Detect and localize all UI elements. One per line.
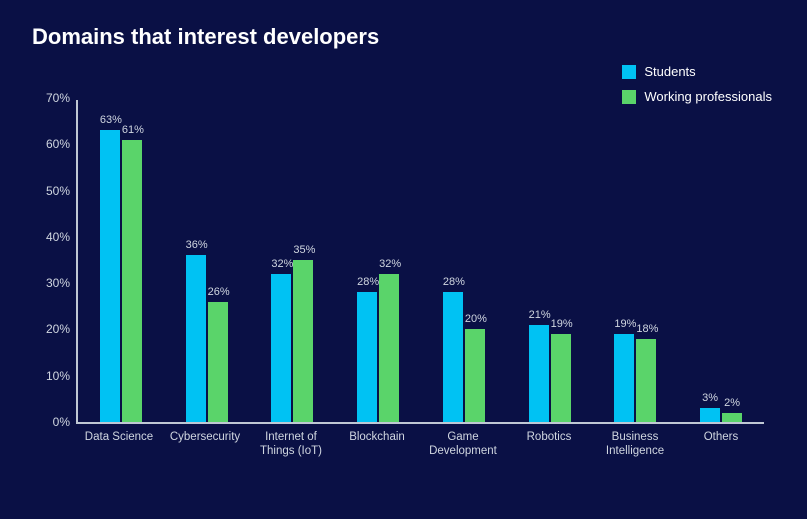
- bar-value-label: 19%: [551, 318, 571, 330]
- y-axis-tick-label: 50%: [34, 184, 70, 198]
- chart-area: StudentsWorking professionals 63%61%36%2…: [32, 64, 772, 494]
- bar-value-label: 2%: [722, 397, 742, 409]
- bar-value-label: 19%: [614, 318, 634, 330]
- chart-title: Domains that interest developers: [32, 24, 775, 50]
- bar: 3%: [700, 408, 720, 422]
- bar-group: 3%2%: [678, 100, 764, 422]
- bar-value-label: 28%: [357, 276, 377, 288]
- chart-container: Domains that interest developers Student…: [0, 0, 807, 519]
- bar: 20%: [465, 329, 485, 422]
- x-axis-category-label: Internet of Things (IoT): [248, 430, 334, 459]
- bar: 36%: [186, 255, 206, 422]
- y-axis-tick-label: 60%: [34, 137, 70, 151]
- x-axis-category-label: Data Science: [76, 430, 162, 459]
- bar-value-label: 61%: [122, 124, 142, 136]
- bar: 35%: [293, 260, 313, 422]
- y-axis-tick-label: 0%: [34, 415, 70, 429]
- bar: 26%: [208, 302, 228, 422]
- legend-item: Students: [622, 64, 772, 79]
- bar: 19%: [614, 334, 634, 422]
- x-axis-category-label: Game Development: [420, 430, 506, 459]
- bar: 28%: [357, 292, 377, 422]
- y-axis-tick-label: 40%: [34, 230, 70, 244]
- bar: 61%: [122, 140, 142, 422]
- bar-value-label: 20%: [465, 313, 485, 325]
- bar-value-label: 3%: [700, 392, 720, 404]
- bar-group: 21%19%: [507, 100, 593, 422]
- bar-group: 28%20%: [421, 100, 507, 422]
- y-axis-tick-label: 30%: [34, 276, 70, 290]
- bar: 28%: [443, 292, 463, 422]
- x-axis-category-label: Robotics: [506, 430, 592, 459]
- bar-value-label: 18%: [636, 323, 656, 335]
- x-axis-category-label: Cybersecurity: [162, 430, 248, 459]
- bar-group: 36%26%: [164, 100, 250, 422]
- bar-value-label: 36%: [186, 239, 206, 251]
- bar-value-label: 32%: [271, 258, 291, 270]
- plot-area: 63%61%36%26%32%35%28%32%28%20%21%19%19%1…: [76, 100, 764, 424]
- bar: 21%: [529, 325, 549, 422]
- bar: 19%: [551, 334, 571, 422]
- bar: 63%: [100, 130, 120, 422]
- bar-value-label: 21%: [529, 309, 549, 321]
- bar-value-label: 26%: [208, 286, 228, 298]
- bar-group: 19%18%: [593, 100, 679, 422]
- x-axis-category-label: Business Intelligence: [592, 430, 678, 459]
- legend-swatch: [622, 65, 636, 79]
- x-axis-labels: Data ScienceCybersecurityInternet of Thi…: [76, 430, 764, 459]
- y-axis-tick-label: 20%: [34, 322, 70, 336]
- x-axis-category-label: Blockchain: [334, 430, 420, 459]
- legend-label: Students: [644, 64, 695, 79]
- bar: 32%: [379, 274, 399, 422]
- bar: 18%: [636, 339, 656, 422]
- bar-value-label: 32%: [379, 258, 399, 270]
- x-axis-category-label: Others: [678, 430, 764, 459]
- bar-value-label: 35%: [293, 244, 313, 256]
- bar-value-label: 63%: [100, 114, 120, 126]
- y-axis-tick-label: 10%: [34, 369, 70, 383]
- bar: 32%: [271, 274, 291, 422]
- bar: 2%: [722, 413, 742, 422]
- bar-groups: 63%61%36%26%32%35%28%32%28%20%21%19%19%1…: [78, 100, 764, 422]
- bar-value-label: 28%: [443, 276, 463, 288]
- bar-group: 32%35%: [250, 100, 336, 422]
- bar-group: 28%32%: [335, 100, 421, 422]
- bar-group: 63%61%: [78, 100, 164, 422]
- y-axis-tick-label: 70%: [34, 91, 70, 105]
